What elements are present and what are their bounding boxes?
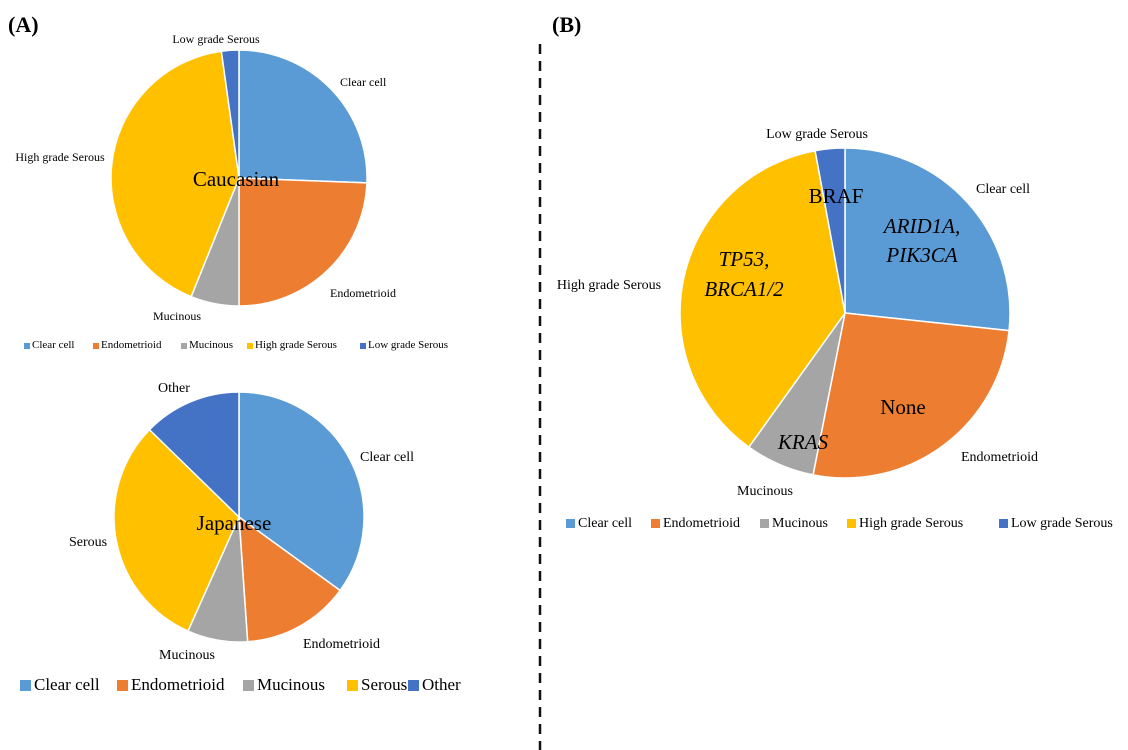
- slice-label-mucinous: Mucinous: [153, 309, 201, 323]
- gene-label-mucinous: KRAS: [777, 430, 829, 454]
- slice-label-low-grade-serous: Low grade Serous: [172, 32, 260, 46]
- slice-label-low-grade-serous: Low grade Serous: [766, 127, 868, 142]
- legend-swatch-endometrioid: [651, 519, 660, 528]
- slice-label-endometrioid: Endometrioid: [303, 637, 380, 652]
- pie-slice-other: [148, 391, 240, 519]
- legend-swatch-serous: [347, 680, 358, 691]
- slice-label-high-grade-serous: High grade Serous: [15, 150, 105, 164]
- pie-slice-high-grade-serous: [110, 50, 240, 298]
- pie-slice-clear-cell: [238, 391, 365, 592]
- pie-slice-low-grade-serous: [220, 49, 240, 179]
- legend-swatch-high-grade-serous: [247, 343, 253, 349]
- legend-swatch-other: [408, 680, 419, 691]
- gene-label-high-grade-serous: BRCA1/2: [704, 277, 784, 301]
- legend-swatch-clear-cell: [566, 519, 575, 528]
- pie-slice-endometrioid: [812, 312, 1010, 479]
- legend-label-mucinous: Mucinous: [189, 339, 233, 351]
- pie-chart-japanese: Clear cell Endometrioid Mucinous Serous Othe…: [20, 381, 461, 694]
- legend-swatch-endometrioid: [93, 343, 99, 349]
- legend-swatch-high-grade-serous: [847, 519, 856, 528]
- gene-label-endometrioid: None: [880, 395, 926, 419]
- legend-label-serous: Serous: [361, 675, 407, 694]
- legend-label-endometrioid: Endometrioid: [131, 675, 225, 694]
- pie-slice-endometrioid: [238, 177, 368, 307]
- pie-slice-clear-cell: [238, 49, 368, 184]
- legend-swatch-mucinous: [181, 343, 187, 349]
- legend-swatch-clear-cell: [20, 680, 31, 691]
- legend-label-endometrioid: Endometrioid: [101, 339, 162, 351]
- gene-label-clear-cell: ARID1A,: [882, 214, 960, 238]
- legend-label-high-grade-serous: High grade Serous: [859, 516, 963, 531]
- gene-label-high-grade-serous: TP53,: [719, 247, 770, 271]
- chart-center-label: Caucasian: [193, 167, 280, 191]
- slice-label-high-grade-serous: High grade Serous: [557, 278, 661, 293]
- slice-label-endometrioid: Endometrioid: [961, 450, 1038, 465]
- slice-label-mucinous: Mucinous: [737, 484, 793, 499]
- legend-label-clear-cell: Clear cell: [34, 675, 100, 694]
- chart-legend: Clear cell Endometrioid Mucinous High grade…: [566, 516, 1113, 531]
- gene-label-low-grade-serous: BRAF: [809, 184, 864, 208]
- panel-label-b: (B): [552, 12, 581, 37]
- pie-slice-serous: [113, 428, 240, 633]
- slice-label-clear-cell: Clear cell: [340, 75, 387, 89]
- pie-slice-low-grade-serous: [814, 147, 846, 314]
- legend-label-mucinous: Mucinous: [772, 516, 828, 531]
- legend-label-mucinous: Mucinous: [257, 675, 325, 694]
- legend-label-high-grade-serous: High grade Serous: [255, 339, 337, 351]
- slice-label-serous: Serous: [69, 535, 107, 550]
- legend-swatch-clear-cell: [24, 343, 30, 349]
- legend-swatch-mucinous: [760, 519, 769, 528]
- legend-label-clear-cell: Clear cell: [32, 339, 74, 351]
- legend-swatch-mucinous: [243, 680, 254, 691]
- slice-label-endometrioid: Endometrioid: [330, 286, 396, 300]
- legend-swatch-low-grade-serous: [999, 519, 1008, 528]
- pie-chart-caucasian: Clear cell Endometrioid Mucinous High grade…: [15, 32, 448, 351]
- slice-label-clear-cell: Clear cell: [976, 182, 1030, 197]
- slice-label-clear-cell: Clear cell: [360, 450, 414, 465]
- pie-slice-clear-cell: [844, 147, 1011, 332]
- slice-label-mucinous: Mucinous: [159, 648, 215, 663]
- legend-label-endometrioid: Endometrioid: [663, 516, 740, 531]
- chart-center-label: Japanese: [197, 511, 272, 535]
- chart-legend: Clear cell Endometrioid Mucinous High grade…: [24, 339, 448, 351]
- gene-label-clear-cell: PIK3CA: [885, 243, 957, 267]
- legend-swatch-endometrioid: [117, 680, 128, 691]
- pie-chart-mutations: Clear cell Endometrioid Mucinous High grade…: [557, 127, 1113, 531]
- pie-slice-high-grade-serous: [679, 149, 846, 449]
- legend-label-low-grade-serous: Low grade Serous: [368, 339, 448, 351]
- pie-slice-endometrioid: [238, 515, 342, 643]
- chart-legend: Clear cell Endometrioid Mucinous Serous Othe…: [20, 675, 461, 694]
- slice-label-other: Other: [158, 381, 190, 396]
- legend-label-clear-cell: Clear cell: [578, 516, 632, 531]
- legend-swatch-low-grade-serous: [360, 343, 366, 349]
- legend-label-low-grade-serous: Low grade Serous: [1011, 516, 1113, 531]
- legend-label-other: Other: [422, 675, 461, 694]
- panel-label-a: (A): [8, 12, 39, 37]
